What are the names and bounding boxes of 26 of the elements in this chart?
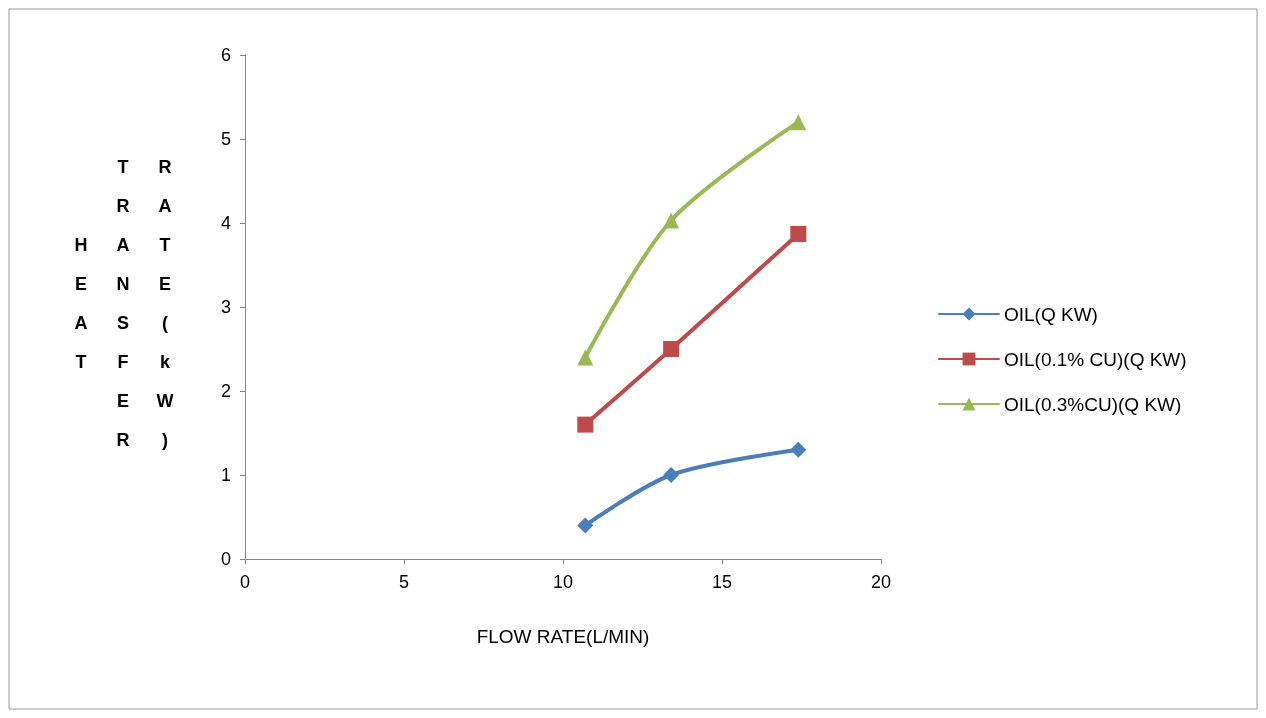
x-tick-label: 0 [239,572,251,592]
point [577,517,594,534]
point [663,212,680,229]
point [790,441,807,458]
y-tick-label: 3 [220,297,231,317]
x-tick-label: 5 [398,572,410,592]
x-tick-label: 10 [552,572,574,592]
x-axis-title: FLOW RATE(L/MIN) [476,626,650,647]
legend-label: OIL(0.3%CU)(Q KW) [1004,393,1182,415]
x-tick-label: 20 [870,572,892,592]
y-tick-label: 2 [220,381,231,401]
y-tick-label: 6 [220,45,231,65]
x-tick-label: 15 [711,572,733,592]
text: HEAT TRANSFER RATE(kW) [71,157,175,469]
point [663,467,680,483]
y-tick-label: 4 [220,213,231,233]
point [663,341,680,357]
y-tick-label: 0 [220,549,231,569]
y-tick-label: 5 [220,129,231,149]
legend-label: OIL(Q KW) [1004,303,1098,325]
point [790,114,807,131]
point [790,225,807,242]
point [577,349,594,366]
point [577,416,594,433]
y-tick-label: 1 [220,465,231,485]
legend-label: OIL(0.1% CU)(Q KW) [1004,348,1187,370]
